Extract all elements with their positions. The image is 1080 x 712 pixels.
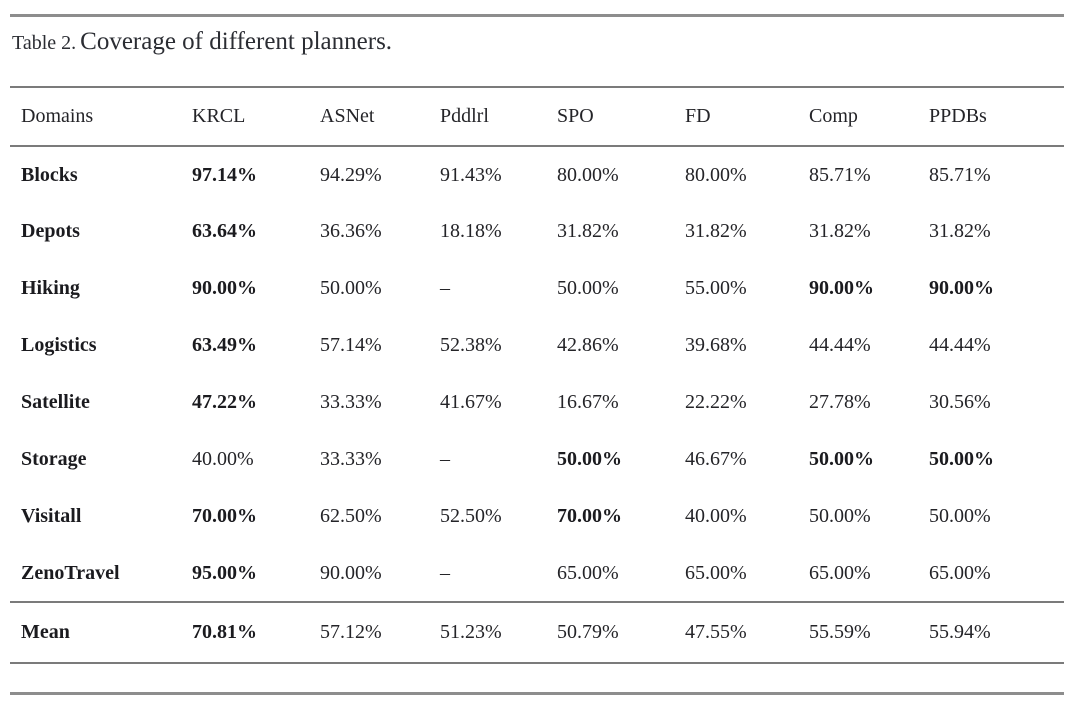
table-cell: 94.29% [320, 163, 382, 186]
table-cell: 33.33% [320, 448, 382, 470]
table-cell: 41.67% [440, 391, 502, 413]
table-cell: 27.78% [809, 391, 871, 413]
table-cell: 65.00% [809, 561, 871, 584]
table-cell: 39.68% [685, 334, 747, 356]
table-cell: 50.00% [809, 448, 874, 470]
table-cell: 31.82% [685, 220, 747, 242]
table-cell: 50.00% [929, 448, 994, 470]
row-label-logistics: Logistics [21, 334, 97, 356]
row-label-depots: Depots [21, 220, 80, 242]
table-cell: 85.71% [809, 163, 871, 186]
table-row: ZenoTravel 95.00% 90.00% – 65.00% 65.00% 65.00… [10, 545, 1064, 602]
table-cell: 55.94% [929, 601, 1064, 664]
table-cell: 80.00% [557, 163, 619, 186]
table-cell: 80.00% [685, 163, 747, 186]
table-cell: 30.56% [929, 391, 991, 413]
column-header-ppdbs: PPDBs [929, 86, 1064, 147]
table-cell: 65.00% [929, 561, 991, 584]
table-cell: 70.81% [192, 601, 320, 664]
summary-row: Mean 70.81% 57.12% 51.23% 50.79% 47.55% 55.59%… [10, 601, 1064, 664]
table-cell: 50.00% [557, 277, 619, 299]
table-row: Satellite 47.22% 33.33% 41.67% 16.67% 22.22% 2… [10, 374, 1064, 431]
table-cell: 40.00% [685, 505, 747, 527]
table-cell: 16.67% [557, 391, 619, 413]
table-cell: 50.00% [809, 505, 871, 527]
table-cell: 70.00% [557, 505, 622, 527]
table-cell: 50.00% [320, 277, 382, 299]
table-cell: – [440, 277, 450, 299]
table-cell: 44.44% [809, 334, 871, 356]
table-cell: 91.43% [440, 163, 502, 186]
table-cell: 57.12% [320, 601, 440, 664]
table-cell: 65.00% [685, 561, 747, 584]
table-cell: 33.33% [320, 391, 382, 413]
table-cell: 36.36% [320, 220, 382, 242]
table-cell: 47.55% [685, 601, 809, 664]
table-row: Storage 40.00% 33.33% – 50.00% 46.67% 50.00% 50… [10, 431, 1064, 488]
row-label-satellite: Satellite [21, 391, 90, 413]
table-cell: 57.14% [320, 334, 382, 356]
bottom-rule [10, 692, 1064, 695]
column-header-pddlrl: Pddlrl [440, 86, 557, 147]
table-cell: 97.14% [192, 163, 257, 186]
table-cell: 63.49% [192, 334, 257, 356]
table-cell: 47.22% [192, 391, 257, 413]
table-cell: 52.38% [440, 334, 502, 356]
column-header-comp: Comp [809, 86, 929, 147]
table-cell: 90.00% [192, 277, 257, 299]
column-header-krcl: KRCL [192, 86, 320, 147]
row-label-zenotravel: ZenoTravel [21, 561, 120, 584]
coverage-table: Domains KRCL ASNet Pddlrl SPO FD Comp PPDBs Blo… [10, 86, 1064, 664]
row-label-visitall: Visitall [21, 505, 82, 527]
row-label-storage: Storage [21, 448, 87, 470]
table-cell: 52.50% [440, 505, 502, 527]
table-cell: 22.22% [685, 391, 747, 413]
table-cell: 62.50% [320, 505, 382, 527]
column-header-fd: FD [685, 86, 809, 147]
table-cell: 40.00% [192, 448, 254, 470]
table-cell: 51.23% [440, 601, 557, 664]
table-cell: 50.00% [557, 448, 622, 470]
table-header: Domains KRCL ASNet Pddlrl SPO FD Comp PPDBs [10, 86, 1064, 147]
row-label-hiking: Hiking [21, 277, 80, 299]
table-caption: Table 2. Coverage of different planners. [12, 28, 392, 56]
table-cell: 42.86% [557, 334, 619, 356]
table-cell: 90.00% [320, 561, 382, 584]
table-cell: 18.18% [440, 220, 502, 242]
table-body: Blocks 97.14% 94.29% 91.43% 80.00% 80.00% 85.7… [10, 146, 1064, 664]
table-cell: 70.00% [192, 505, 257, 527]
table-cell: 46.67% [685, 448, 747, 470]
table-cell: 31.82% [809, 220, 871, 242]
table-row: Logistics 63.49% 57.14% 52.38% 42.86% 39.68% 4… [10, 317, 1064, 374]
table-cell: – [440, 448, 450, 470]
table-cell: 90.00% [809, 277, 874, 299]
table-row: Visitall 70.00% 62.50% 52.50% 70.00% 40.00% 50… [10, 488, 1064, 545]
table-caption-text: Coverage of different planners. [80, 28, 393, 55]
top-rule [10, 14, 1064, 17]
table-cell: – [440, 561, 450, 584]
table-cell: 95.00% [192, 561, 257, 584]
table-row: Hiking 90.00% 50.00% – 50.00% 55.00% 90.00% 90.… [10, 260, 1064, 317]
table-cell: 90.00% [929, 277, 994, 299]
table-cell: 85.71% [929, 163, 991, 186]
column-header-domains: Domains [10, 86, 192, 147]
table-cell: 63.64% [192, 220, 257, 242]
header-row: Domains KRCL ASNet Pddlrl SPO FD Comp PPDBs [10, 86, 1064, 147]
table-cell: 50.00% [929, 505, 991, 527]
table-cell: 55.59% [809, 601, 929, 664]
column-header-asnet: ASNet [320, 86, 440, 147]
table-row: Blocks 97.14% 94.29% 91.43% 80.00% 80.00% 85.7… [10, 146, 1064, 203]
table-cell: 31.82% [929, 220, 991, 242]
table-cell: 44.44% [929, 334, 991, 356]
column-header-spo: SPO [557, 86, 685, 147]
table-cell: 50.79% [557, 601, 685, 664]
table-caption-label: Table 2. [12, 32, 77, 54]
row-label-blocks: Blocks [21, 163, 78, 186]
table-cell: 55.00% [685, 277, 747, 299]
row-label-mean: Mean [10, 601, 192, 664]
table-cell: 31.82% [557, 220, 619, 242]
table-cell: 65.00% [557, 561, 619, 584]
table-row: Depots 63.64% 36.36% 18.18% 31.82% 31.82% 31.8… [10, 203, 1064, 260]
